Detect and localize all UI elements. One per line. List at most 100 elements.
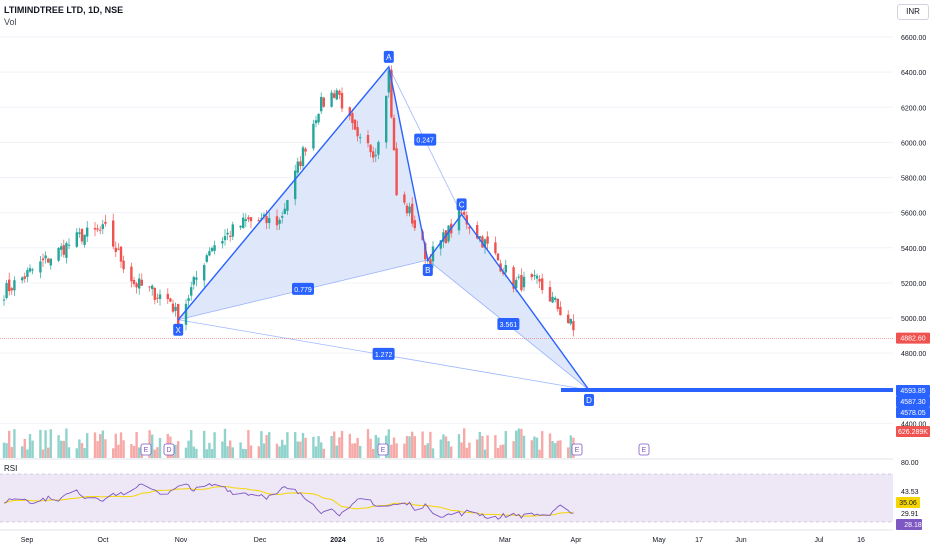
- price-axis: [893, 0, 932, 550]
- volume-bar: [450, 446, 453, 458]
- volume-bar: [26, 449, 29, 458]
- volume-bar: [86, 433, 89, 458]
- candle-body: [301, 147, 305, 167]
- candle-body: [403, 194, 406, 203]
- volume-bar: [444, 436, 448, 458]
- candle-body: [47, 258, 50, 263]
- candle-body: [569, 318, 572, 324]
- volume-bar: [239, 442, 242, 458]
- candle-body: [57, 247, 60, 261]
- event-marker: [638, 443, 650, 456]
- volume-bar: [138, 447, 141, 458]
- currency-selector[interactable]: INR: [897, 4, 929, 20]
- event-label: E: [381, 447, 386, 454]
- candle-body: [62, 245, 65, 255]
- volume-bar: [47, 447, 50, 458]
- candle-body: [390, 69, 393, 118]
- volume-bar: [122, 440, 125, 458]
- time-tick-label: 2024: [330, 537, 346, 544]
- volume-bar: [481, 436, 484, 458]
- volume-bar: [356, 437, 359, 458]
- candle-body: [554, 297, 557, 300]
- volume-bar: [213, 432, 216, 458]
- candle-body: [468, 226, 471, 229]
- candle-body: [283, 208, 286, 215]
- rsi-line: [3, 483, 574, 520]
- pattern-point-label: C: [459, 200, 465, 209]
- volume-bar: [335, 445, 338, 458]
- candle-body: [31, 269, 34, 271]
- volume-bar: [132, 445, 136, 458]
- candle-body: [548, 287, 552, 302]
- time-tick-label: Nov: [175, 537, 188, 544]
- volume-bar: [403, 443, 406, 458]
- last-price-tag: [896, 332, 930, 344]
- price-tick-label: 6000.00: [901, 140, 926, 147]
- candle-body: [187, 298, 190, 301]
- candle-body: [268, 218, 271, 224]
- candle-body: [262, 214, 266, 217]
- event-marker: [377, 443, 389, 456]
- volume-bar: [496, 448, 500, 458]
- volume-bar: [442, 434, 445, 458]
- volume-bar: [504, 431, 507, 458]
- candle-body: [444, 230, 448, 244]
- volume-bar: [468, 442, 471, 458]
- candle-body: [2, 299, 6, 301]
- pattern-point-b: [422, 264, 433, 277]
- candle-body: [356, 127, 359, 137]
- volume-bar: [262, 443, 266, 458]
- volume-bar: [210, 449, 214, 458]
- volume-bar: [541, 431, 544, 458]
- volume-bar: [304, 437, 307, 458]
- candle-body: [203, 265, 206, 281]
- volume-bars: [2, 428, 575, 458]
- volume-bar: [330, 436, 333, 458]
- candle-body: [299, 161, 302, 167]
- price-tick-label: 6600.00: [901, 35, 926, 42]
- volume-bar: [23, 438, 26, 458]
- price-tick-label: 5600.00: [901, 211, 926, 218]
- candle-body: [348, 107, 351, 116]
- rsi-current-tag-text: 28.18: [904, 522, 922, 529]
- volume-bar: [119, 432, 123, 458]
- candle-body: [572, 321, 575, 331]
- candle-body: [171, 303, 175, 312]
- volume-bar: [296, 441, 299, 458]
- candle-body: [538, 278, 541, 282]
- pattern-legs: [177, 65, 590, 391]
- candle-body: [231, 224, 234, 237]
- price-tick-label: 6400.00: [901, 70, 926, 77]
- volume-bar: [93, 432, 97, 458]
- volume-bar: [203, 430, 206, 458]
- volume-bar: [515, 430, 518, 458]
- candle-body: [286, 200, 289, 211]
- volume-bar: [265, 435, 268, 458]
- ratio-badge: [497, 318, 520, 331]
- event-marker: [140, 443, 152, 456]
- candle-body: [411, 203, 414, 224]
- ratio-badge: [414, 133, 437, 146]
- candle-body: [114, 247, 117, 252]
- candle-body: [494, 242, 497, 254]
- price-tick-label: 4400.00: [901, 421, 926, 428]
- volume-bar: [431, 448, 435, 458]
- volume-label: Vol: [4, 17, 17, 27]
- candle-body: [320, 96, 323, 112]
- volume-bar: [190, 430, 193, 458]
- price-tick-label: 5800.00: [901, 176, 926, 183]
- volume-bar: [392, 437, 396, 458]
- volume-bar: [99, 434, 102, 458]
- volume-bar: [299, 441, 302, 458]
- volume-bar: [533, 436, 536, 458]
- time-tick-label: Dec: [254, 537, 267, 544]
- volume-bar: [83, 447, 86, 458]
- volume-bar: [372, 448, 375, 458]
- volume-bar: [348, 433, 351, 458]
- candle-body: [67, 244, 71, 246]
- candle-body: [96, 228, 99, 230]
- candle-body: [408, 206, 411, 214]
- candle-body: [275, 216, 279, 226]
- candle-body: [13, 280, 16, 291]
